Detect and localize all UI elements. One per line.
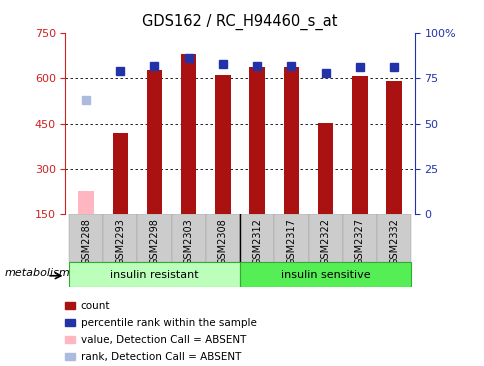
Bar bbox=[181, 54, 196, 214]
Text: GSM2308: GSM2308 bbox=[217, 218, 227, 265]
Text: count: count bbox=[80, 301, 110, 311]
Bar bbox=[308, 214, 342, 262]
Text: GSM2317: GSM2317 bbox=[286, 218, 296, 265]
Bar bbox=[137, 214, 171, 262]
Bar bbox=[103, 214, 137, 262]
Text: GSM2312: GSM2312 bbox=[252, 218, 262, 265]
Bar bbox=[65, 302, 75, 309]
Title: GDS162 / RC_H94460_s_at: GDS162 / RC_H94460_s_at bbox=[142, 14, 337, 30]
Bar bbox=[65, 353, 75, 360]
Bar bbox=[376, 214, 410, 262]
Bar bbox=[112, 132, 128, 214]
Bar bbox=[69, 214, 103, 262]
Bar bbox=[386, 81, 401, 214]
Bar bbox=[171, 214, 205, 262]
Text: GSM2293: GSM2293 bbox=[115, 218, 125, 265]
Bar bbox=[351, 76, 367, 214]
Bar bbox=[147, 70, 162, 214]
Bar bbox=[274, 214, 308, 262]
Bar bbox=[318, 123, 333, 214]
Bar bbox=[249, 67, 264, 214]
Bar bbox=[205, 214, 240, 262]
Text: percentile rank within the sample: percentile rank within the sample bbox=[80, 318, 256, 328]
Bar bbox=[240, 262, 410, 287]
Bar bbox=[65, 320, 75, 326]
Bar bbox=[215, 75, 230, 214]
Bar bbox=[342, 214, 376, 262]
Bar bbox=[78, 191, 93, 214]
Text: GSM2327: GSM2327 bbox=[354, 218, 364, 265]
Text: GSM2303: GSM2303 bbox=[183, 218, 193, 265]
Bar bbox=[283, 67, 299, 214]
Text: GSM2298: GSM2298 bbox=[149, 218, 159, 265]
Text: metabolism: metabolism bbox=[5, 268, 71, 278]
Text: insulin resistant: insulin resistant bbox=[110, 269, 198, 280]
Text: insulin sensitive: insulin sensitive bbox=[280, 269, 370, 280]
Text: value, Detection Call = ABSENT: value, Detection Call = ABSENT bbox=[80, 335, 245, 345]
Text: GSM2332: GSM2332 bbox=[388, 218, 398, 265]
Text: rank, Detection Call = ABSENT: rank, Detection Call = ABSENT bbox=[80, 352, 241, 362]
Bar bbox=[240, 214, 274, 262]
Bar bbox=[65, 336, 75, 343]
Text: GSM2322: GSM2322 bbox=[320, 218, 330, 265]
Bar bbox=[69, 262, 240, 287]
Text: GSM2288: GSM2288 bbox=[81, 218, 91, 265]
